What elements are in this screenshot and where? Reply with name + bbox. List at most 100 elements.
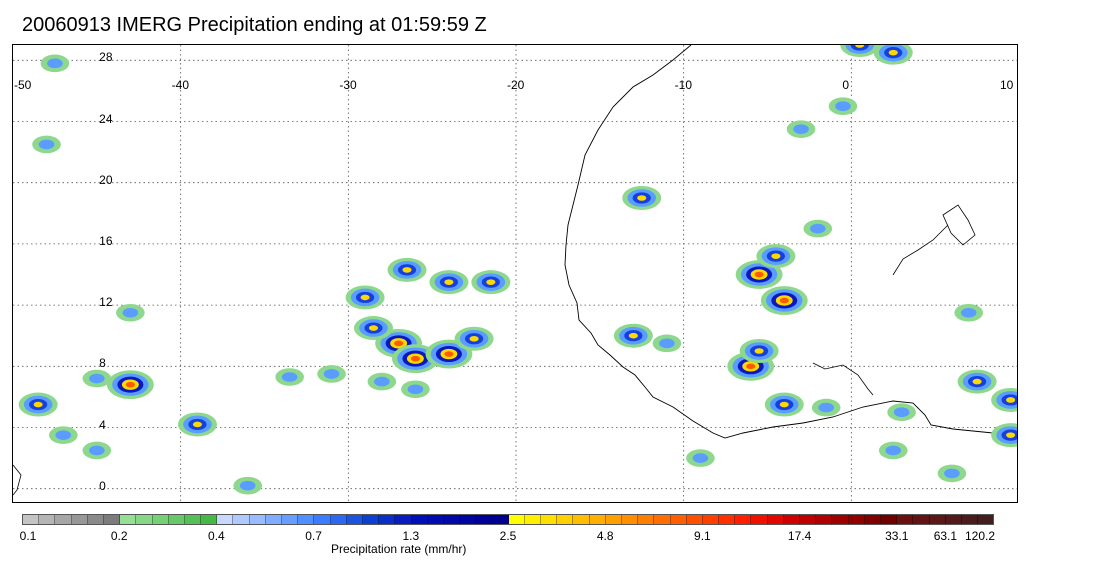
precip-ring bbox=[1006, 397, 1016, 403]
colorbar-swatch bbox=[605, 515, 622, 524]
colorbar-swatch bbox=[913, 515, 930, 524]
river-outline bbox=[812, 362, 874, 396]
colorbar-swatch bbox=[621, 515, 639, 524]
precip-ring bbox=[810, 223, 826, 234]
colorbar-swatch bbox=[184, 515, 202, 524]
colorbar-tick-label: 120.2 bbox=[964, 529, 996, 543]
precip-cell bbox=[116, 303, 145, 322]
precip-ring bbox=[771, 253, 781, 259]
colorbar-tick-label: 0.1 bbox=[19, 529, 37, 543]
colorbar-swatch bbox=[670, 515, 687, 524]
colorbar-swatch bbox=[961, 515, 979, 524]
precip-cell bbox=[233, 476, 263, 495]
colorbar-swatch bbox=[864, 515, 881, 524]
precip-cell bbox=[873, 45, 913, 65]
colorbar-swatch bbox=[880, 515, 898, 524]
precip-ring bbox=[281, 372, 298, 382]
precip-ring bbox=[374, 376, 390, 387]
precip-cell bbox=[32, 135, 61, 154]
africa-coastline bbox=[564, 45, 1017, 440]
colorbar-swatch bbox=[201, 515, 218, 524]
colorbar-swatch bbox=[573, 515, 590, 524]
colorbar-swatch bbox=[929, 515, 946, 524]
precip-ring bbox=[888, 49, 898, 56]
latitude-label: 16 bbox=[99, 233, 113, 248]
precip-cell bbox=[353, 316, 393, 341]
colorbar-swatch bbox=[103, 515, 121, 524]
colorbar-swatch bbox=[945, 515, 962, 524]
precip-ring bbox=[855, 45, 865, 48]
nile-outline bbox=[892, 224, 949, 276]
colorbar-swatch bbox=[87, 515, 104, 524]
colorbar-tick-label: 0.2 bbox=[110, 529, 128, 543]
precip-ring bbox=[410, 355, 420, 362]
precip-cell bbox=[991, 387, 1017, 412]
lake-outline bbox=[942, 204, 976, 246]
colorbar-swatch bbox=[557, 515, 574, 524]
precip-cell bbox=[429, 270, 469, 295]
colorbar-swatch bbox=[249, 515, 266, 524]
precip-cell bbox=[317, 365, 346, 383]
colorbar-swatch bbox=[395, 515, 412, 524]
precip-ring bbox=[779, 297, 789, 304]
precip-ring bbox=[402, 267, 412, 273]
precip-ring bbox=[659, 338, 675, 349]
precip-cell bbox=[803, 219, 833, 238]
colorbar-swatch bbox=[233, 515, 250, 524]
precip-cell bbox=[622, 186, 662, 210]
precip-cell bbox=[991, 423, 1017, 448]
colorbar-swatch bbox=[702, 515, 720, 524]
colorbar-swatch bbox=[346, 515, 363, 524]
colorbar-swatch bbox=[55, 515, 72, 524]
longitude-label: 0 bbox=[842, 77, 850, 92]
colorbar-swatch bbox=[767, 515, 784, 524]
colorbar-tick-label: 63.1 bbox=[933, 529, 958, 543]
precip-ring bbox=[960, 307, 977, 318]
colorbar-swatch bbox=[783, 515, 800, 524]
colorbar-swatch bbox=[654, 515, 671, 524]
colorbar-swatch bbox=[217, 515, 234, 524]
longitude-label: 10 bbox=[1000, 77, 1014, 92]
precip-ring bbox=[38, 139, 55, 150]
colorbar-tick-label: 1.3 bbox=[402, 529, 420, 543]
precipitation-map bbox=[12, 44, 1018, 503]
colorbar-swatch bbox=[492, 515, 509, 524]
latitude-label: 4 bbox=[99, 417, 106, 432]
precip-cell bbox=[367, 372, 397, 391]
precip-ring bbox=[407, 384, 424, 395]
colorbar-swatch bbox=[897, 515, 914, 524]
precipitation-cells bbox=[18, 45, 1017, 495]
colorbar-swatch bbox=[541, 515, 558, 524]
precip-ring bbox=[628, 332, 638, 339]
precip-ring bbox=[394, 340, 404, 347]
precip-cell bbox=[739, 339, 779, 363]
colorbar-swatch bbox=[800, 515, 817, 524]
precip-ring bbox=[692, 453, 709, 463]
colorbar-swatch bbox=[282, 515, 299, 524]
colorbar-tick-label: 2.5 bbox=[499, 529, 517, 543]
colorbar-swatch bbox=[136, 515, 153, 524]
colorbar-swatch bbox=[411, 515, 428, 524]
map-grid bbox=[13, 45, 1017, 502]
precip-ring bbox=[239, 480, 256, 491]
colorbar-swatch bbox=[460, 515, 477, 524]
colorbar-swatch bbox=[476, 515, 493, 524]
precip-cell bbox=[177, 412, 217, 437]
colorbar-tick-label: 9.1 bbox=[694, 529, 711, 543]
precip-ring bbox=[33, 401, 43, 408]
precip-cell bbox=[82, 441, 112, 460]
colorbar-swatch bbox=[168, 515, 185, 524]
colorbar-swatch bbox=[589, 515, 606, 524]
precip-cell bbox=[954, 303, 983, 322]
colorbar-tick-label: 0.4 bbox=[208, 529, 225, 543]
precip-cell bbox=[613, 323, 653, 348]
latitude-label: 12 bbox=[99, 295, 113, 310]
colorbar-swatch bbox=[362, 515, 380, 524]
colorbar-tick-label: 0.7 bbox=[305, 529, 322, 543]
precip-cell bbox=[49, 426, 78, 444]
precip-ring bbox=[893, 407, 910, 418]
precip-ring bbox=[754, 271, 764, 278]
precipitation-colorbar bbox=[22, 514, 994, 525]
precip-ring bbox=[835, 101, 851, 111]
precip-ring bbox=[972, 378, 982, 385]
